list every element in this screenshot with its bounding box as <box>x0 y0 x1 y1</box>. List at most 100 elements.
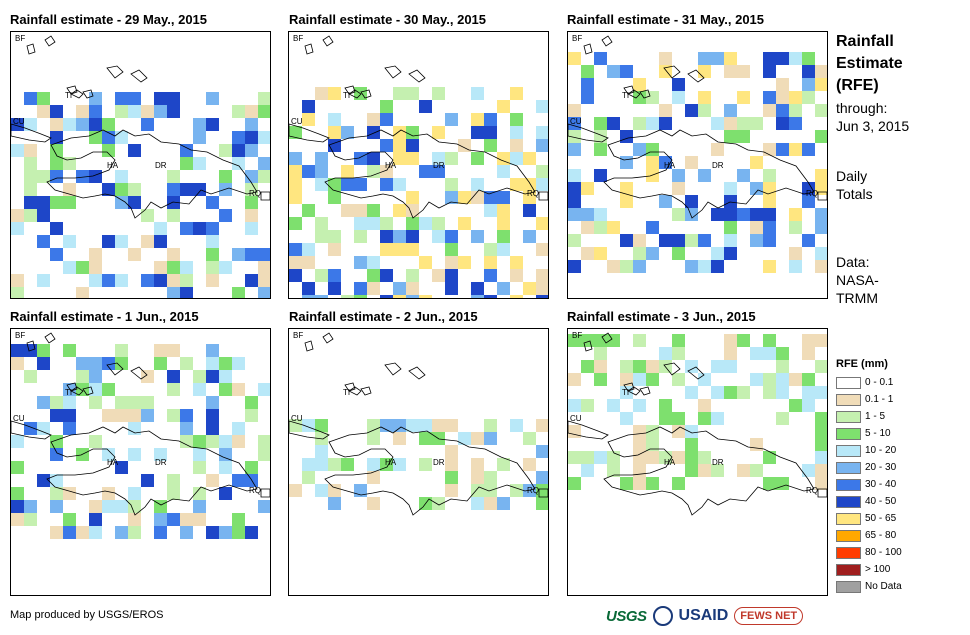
rainfall-cell <box>568 425 581 438</box>
rainfall-cell <box>180 357 193 370</box>
panel-title-3: Rainfall estimate - 31 May., 2015 <box>567 12 765 27</box>
rainfall-cell <box>219 487 232 500</box>
legend-item: 0.1 - 1 <box>836 394 893 406</box>
usgs-logo: USGS <box>606 607 647 625</box>
rainfall-cell <box>471 230 484 243</box>
rainfall-cell <box>115 183 128 196</box>
rainfall-cell <box>50 222 63 235</box>
rainfall-cell <box>523 204 536 217</box>
rainfall-cell <box>484 113 497 126</box>
rainfall-cell <box>536 139 548 152</box>
rainfall-cell <box>750 373 763 386</box>
rainfall-cell <box>180 435 193 448</box>
rainfall-cell <box>102 118 115 131</box>
rainfall-cell <box>568 195 581 208</box>
rainfall-cell <box>315 484 328 497</box>
legend-item: 65 - 80 <box>836 530 896 542</box>
rainfall-cell <box>232 526 245 539</box>
rainfall-cell <box>776 52 789 65</box>
rainfall-cell <box>802 464 815 477</box>
rainfall-cell <box>737 169 750 182</box>
coastline <box>623 382 635 392</box>
rainfall-cell <box>89 526 102 539</box>
rainfall-cell <box>406 152 419 165</box>
rainfall-cell <box>432 230 445 243</box>
rainfall-cell <box>620 412 633 425</box>
coastline <box>46 129 258 219</box>
product-title: Rainfall Estimate (RFE) <box>836 33 903 94</box>
rainfall-cell <box>763 91 776 104</box>
legend-label: 10 - 20 <box>865 445 897 456</box>
rainfall-cell <box>594 247 607 260</box>
rainfall-cell <box>63 422 76 435</box>
rainfall-cell <box>672 234 685 247</box>
rainfall-cell <box>24 157 37 170</box>
rainfall-cell <box>536 445 548 458</box>
coastline <box>583 340 593 352</box>
rainfall-cell <box>393 178 406 191</box>
rainfall-cell <box>11 222 24 235</box>
rainfall-cell <box>128 526 141 539</box>
coastline <box>66 85 78 95</box>
country-label-ti: TI <box>622 388 629 397</box>
rainfall-cell <box>37 209 50 222</box>
rainfall-cell <box>581 78 594 91</box>
rainfall-cell <box>258 248 270 261</box>
rainfall-cell <box>102 235 115 248</box>
rainfall-cell <box>536 497 548 510</box>
country-label-ti: TI <box>343 91 350 100</box>
rainfall-cell <box>206 118 219 131</box>
rainfall-cell <box>245 118 258 131</box>
coastline <box>260 191 270 201</box>
rainfall-cell <box>180 513 193 526</box>
panel-title-4: Rainfall estimate - 1 Jun., 2015 <box>10 309 199 324</box>
rainfall-cell <box>432 269 445 282</box>
country-label-bf: BF <box>293 34 303 43</box>
rainfall-cell <box>581 182 594 195</box>
coastline <box>11 420 52 440</box>
rainfall-cell <box>193 131 206 144</box>
rainfall-cell <box>154 222 167 235</box>
country-label-dr: DR <box>712 458 724 467</box>
rainfall-cell <box>659 234 672 247</box>
rainfall-cell <box>232 474 245 487</box>
rainfall-cell <box>510 256 523 269</box>
rainfall-cell <box>620 195 633 208</box>
rainfall-cell <box>258 383 270 396</box>
rainfall-cell <box>419 165 432 178</box>
rainfall-cell <box>698 373 711 386</box>
rainfall-cell <box>458 217 471 230</box>
rainfall-cell <box>458 256 471 269</box>
rainfall-cell <box>711 117 724 130</box>
rainfall-cell <box>659 117 672 130</box>
rainfall-cell <box>380 295 393 298</box>
rainfall-cell <box>568 52 581 65</box>
rainfall-cell <box>180 222 193 235</box>
rainfall-cell <box>633 143 646 156</box>
rainfall-cell <box>315 269 328 282</box>
rainfall-cell <box>484 269 497 282</box>
rainfall-cell <box>724 347 737 360</box>
rainfall-cell <box>206 222 219 235</box>
rainfall-cell <box>646 156 659 169</box>
rainfall-cell <box>685 104 698 117</box>
country-label-cu: CU <box>291 414 303 423</box>
rainfall-cell <box>711 52 724 65</box>
rainfall-cell <box>37 396 50 409</box>
legend-item: 20 - 30 <box>836 462 896 474</box>
rainfall-cell <box>115 170 128 183</box>
country-label-rq: RQ <box>527 189 539 198</box>
rainfall-map-30-may: BF CU TI HA DR RQ <box>288 31 549 299</box>
rainfall-cell <box>302 204 315 217</box>
rainfall-cell <box>219 383 232 396</box>
map-credit: Map produced by USGS/EROS <box>10 609 164 621</box>
rainfall-cell <box>354 295 367 298</box>
rainfall-cell <box>724 52 737 65</box>
rainfall-cell <box>432 87 445 100</box>
rainfall-cell <box>258 131 270 144</box>
rainfall-cell <box>89 500 102 513</box>
rainfall-cell <box>711 360 724 373</box>
rainfall-cell <box>607 260 620 273</box>
rainfall-cell <box>633 477 646 490</box>
rainfall-cell <box>419 295 432 298</box>
